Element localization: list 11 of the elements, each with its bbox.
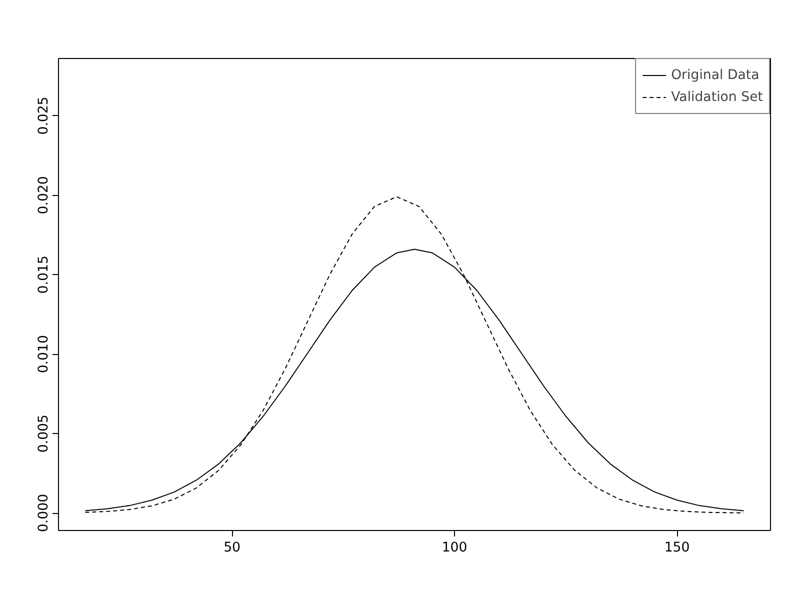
x-tick-label: 100 <box>442 540 468 556</box>
x-tick-label: 150 <box>664 540 690 556</box>
y-tick-label: 0.010 <box>36 335 52 374</box>
y-tick-label: 0.015 <box>36 256 52 294</box>
x-tick-label: 50 <box>224 540 241 556</box>
y-tick-label: 0.025 <box>36 96 52 135</box>
legend-label: Validation Set <box>671 90 763 104</box>
y-tick-label: 0.020 <box>36 176 52 214</box>
y-tick-label: 0.005 <box>36 414 52 453</box>
y-tick-label: 0.000 <box>36 494 52 532</box>
legend-label: Original Data <box>671 68 760 82</box>
